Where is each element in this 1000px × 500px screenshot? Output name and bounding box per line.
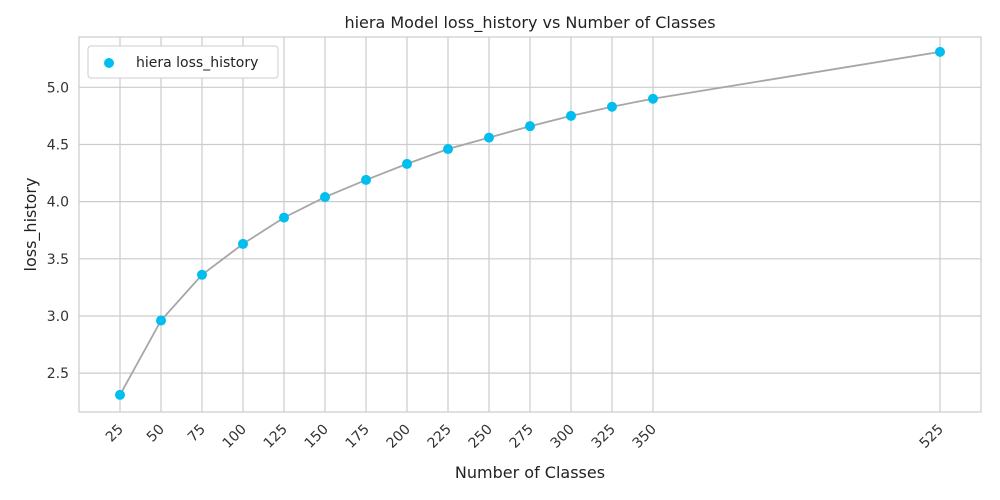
y-axis-title: loss_history (21, 178, 41, 272)
data-point (115, 389, 125, 400)
x-axis-title: Number of Classes (455, 463, 605, 482)
data-point (361, 174, 371, 185)
data-point (156, 315, 166, 326)
data-point (279, 212, 289, 223)
x-tick-label: 225 (425, 422, 455, 452)
x-tick-label: 300 (548, 422, 578, 452)
gridlines (79, 37, 981, 412)
data-point (525, 121, 535, 132)
x-tick-label: 250 (466, 422, 496, 452)
data-point (935, 46, 945, 57)
y-axis-ticks: 2.5 3.0 3.5 4.0 4.5 5.0 (47, 80, 69, 382)
y-tick-label: 4.0 (47, 195, 69, 211)
data-point (443, 144, 453, 155)
x-tick-label: 325 (589, 422, 619, 452)
data-point (566, 110, 576, 121)
y-tick-label: 3.0 (47, 309, 69, 325)
legend: hiera loss_history (87, 45, 279, 79)
x-tick-label: 125 (261, 422, 291, 452)
data-point (197, 269, 207, 280)
x-tick-label: 525 (917, 422, 947, 452)
data-point (607, 101, 617, 112)
x-tick-label: 350 (630, 422, 660, 452)
series-layer (115, 46, 945, 400)
data-point (402, 158, 412, 169)
legend-box (87, 45, 279, 79)
x-tick-label: 100 (220, 422, 250, 452)
data-point (320, 192, 330, 203)
legend-marker (104, 58, 114, 68)
x-tick-label: 75 (185, 422, 209, 446)
x-tick-label: 275 (507, 422, 537, 452)
data-point (238, 238, 248, 249)
x-axis-ticks: 25 50 75 100 125 150 175 200 225 250 275 300 325 350 5… (103, 422, 947, 452)
y-tick-label: 3.5 (47, 252, 69, 268)
data-point (484, 132, 494, 143)
x-tick-label: 50 (144, 422, 168, 446)
x-tick-label: 25 (103, 422, 127, 446)
chart-title: hiera Model loss_history vs Number of Cl… (344, 13, 715, 33)
y-tick-label: 2.5 (47, 366, 69, 382)
x-tick-label: 200 (384, 422, 414, 452)
legend-label: hiera loss_history (136, 55, 258, 71)
x-tick-label: 175 (343, 422, 373, 452)
x-tick-label: 150 (302, 422, 332, 452)
y-tick-label: 4.5 (47, 137, 69, 153)
data-point (648, 93, 658, 104)
y-tick-label: 5.0 (47, 80, 69, 96)
